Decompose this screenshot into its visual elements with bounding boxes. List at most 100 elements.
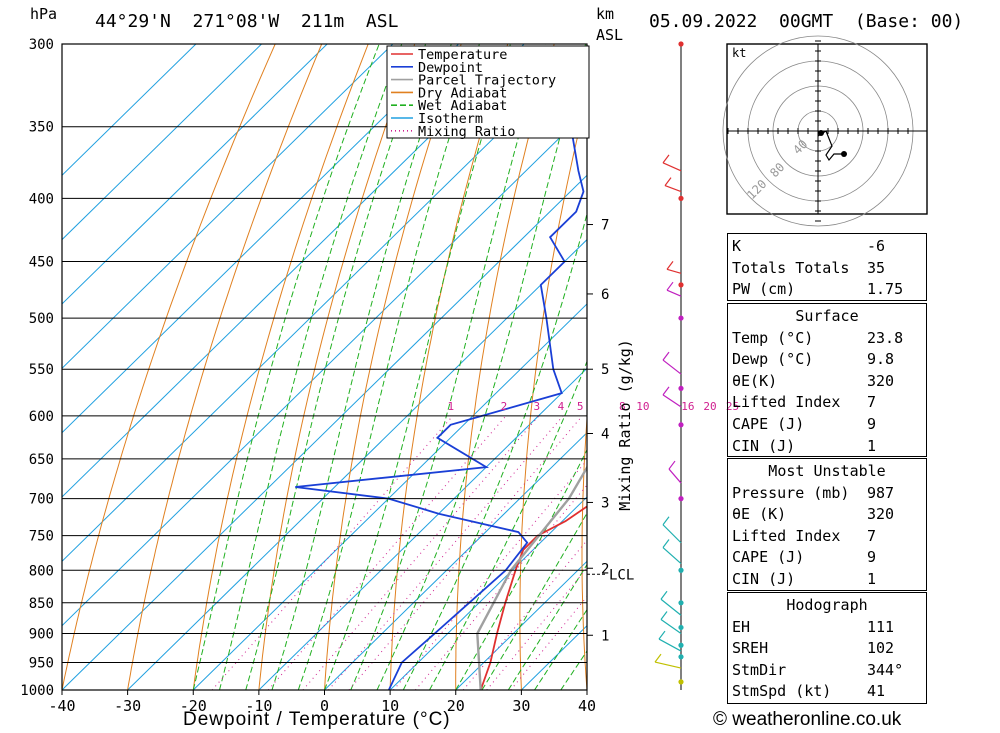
hodograph-trace xyxy=(817,130,844,162)
pressure-tick-label: 350 xyxy=(29,120,54,136)
wind-level-dot xyxy=(678,385,684,391)
mixing-ratio-label: 4 xyxy=(558,400,565,413)
mixing-ratio-label: 16 xyxy=(681,400,694,413)
x-tick-label: 30 xyxy=(512,697,530,715)
copyright-footer[interactable]: © weatheronline.co.uk xyxy=(713,709,902,730)
x-tick-label: -40 xyxy=(48,697,75,715)
mixing-ratio-label: 25 xyxy=(726,400,739,413)
pressure-tick-label: 850 xyxy=(29,596,54,612)
pressure-tick-label: 650 xyxy=(29,452,54,468)
legend-entry: Temperature xyxy=(418,47,507,63)
wet-adiabat-line xyxy=(219,44,403,690)
wind-barb xyxy=(660,618,682,634)
pressure-tick-label: 300 xyxy=(29,37,54,53)
storm-motion-point xyxy=(841,151,847,157)
index-row: θE (K) 320 xyxy=(732,505,895,524)
dry-adiabat-line xyxy=(581,412,587,690)
mixing-ratio-label: 8 xyxy=(619,400,626,413)
isotherm-line xyxy=(324,431,587,690)
wind-barb xyxy=(658,638,682,652)
hodograph-unit: kt xyxy=(732,46,746,60)
pressure-tick-label: 450 xyxy=(29,255,54,271)
unit-km: km xyxy=(596,5,615,23)
index-row: Lifted Index 7 xyxy=(732,526,877,545)
location-title: 44°29'N 271°08'W 211m ASL xyxy=(95,11,399,32)
surface-title: Surface xyxy=(795,307,859,325)
wet-adiabat-line xyxy=(192,44,380,690)
wind-barb xyxy=(666,268,682,274)
isotherm-line xyxy=(62,45,587,563)
isotherm-line xyxy=(62,174,587,690)
legend-entry: Dry Adiabat xyxy=(418,85,507,101)
x-tick-label: 0 xyxy=(320,697,329,715)
km-tick-label: 6 xyxy=(601,287,609,303)
parcel-trajectory-line xyxy=(476,465,587,690)
wind-barb xyxy=(668,468,682,484)
index-row: StmSpd (kt) 41 xyxy=(732,682,886,701)
wind-level-dot xyxy=(678,642,684,648)
index-row: Lifted Index 7 xyxy=(732,393,877,412)
mixing-ratio-label: 10 xyxy=(636,400,649,413)
wet-adiabat-line xyxy=(324,44,511,690)
hodograph-frame xyxy=(726,43,928,215)
mixing-ratio-line xyxy=(302,415,540,690)
wind-barb xyxy=(666,281,674,291)
indices-box-1: K -6 Totals Totals 35 PW (cm) 1.75 xyxy=(727,233,927,301)
x-tick-label: 20 xyxy=(447,697,465,715)
x-tick-label: 10 xyxy=(381,697,399,715)
pressure-tick-label: 900 xyxy=(29,626,54,642)
dewpoint-line xyxy=(295,82,587,690)
km-tick-label: 5 xyxy=(601,362,609,378)
index-row: CIN (J) 1 xyxy=(732,436,877,455)
hodograph-box: Hodograph EH 111 SREH 102 StmDir 344° StmSp… xyxy=(727,592,927,704)
dry-adiabat-line xyxy=(642,44,694,690)
index-row: CAPE (J) 9 xyxy=(732,548,877,567)
isotherm-line xyxy=(455,560,587,690)
legend-entry: Isotherm xyxy=(418,111,483,127)
wind-barb xyxy=(660,611,668,620)
wind-barb xyxy=(662,524,682,544)
wind-barb xyxy=(654,661,682,669)
wind-barb xyxy=(662,394,682,408)
dry-adiabat-line xyxy=(389,44,509,690)
wind-barb xyxy=(662,351,670,361)
datetime-title: 05.09.2022 00GMT (Base: 00) xyxy=(649,11,964,32)
mixing-ratio-line xyxy=(211,415,454,690)
index-row: SREH 102 xyxy=(732,639,895,658)
pressure-tick-label: 800 xyxy=(29,563,54,579)
km-tick-label: 7 xyxy=(601,218,609,234)
wind-level-dot xyxy=(678,496,684,502)
mixing-ratio-label: 20 xyxy=(703,400,716,413)
wind-barb xyxy=(662,547,682,564)
index-row: K -6 xyxy=(732,237,886,255)
wind-level-dot xyxy=(678,624,684,631)
wind-barb xyxy=(662,154,670,164)
pressure-tick-label: 700 xyxy=(29,492,54,508)
wet-adiabat-line xyxy=(429,360,587,690)
hodograph-title: Hodograph xyxy=(786,596,868,614)
index-row: Dewp (°C) 9.8 xyxy=(732,350,895,369)
mixing-ratio-label: 1 xyxy=(447,400,454,413)
index-row: CAPE (J) 9 xyxy=(732,414,877,433)
pressure-tick-label: 400 xyxy=(29,191,54,207)
legend-entry: Dewpoint xyxy=(418,60,483,76)
wind-barb xyxy=(662,539,670,548)
mixing-ratio-label: 2 xyxy=(501,400,508,413)
wet-adiabat-line xyxy=(245,44,427,690)
wind-barb xyxy=(668,460,676,470)
index-row: Temp (°C) 23.8 xyxy=(732,328,904,347)
wind-level-dot xyxy=(678,567,684,573)
mixing-ratio-axis-label: Mixing Ratio (g/kg) xyxy=(616,339,634,511)
wind-level-dot xyxy=(678,282,684,288)
x-tick-label: -30 xyxy=(114,697,141,715)
legend-entry: Mixing Ratio xyxy=(418,124,516,140)
wind-barb xyxy=(662,516,670,526)
x-tick-label: -10 xyxy=(245,697,272,715)
km-tick-label: 1 xyxy=(601,628,609,644)
wind-level-dot xyxy=(678,41,684,47)
legend-entry: Wet Adiabat xyxy=(418,98,507,114)
dry-adiabat-line xyxy=(455,44,555,690)
dry-adiabat-line xyxy=(192,44,369,690)
pressure-tick-label: 950 xyxy=(29,655,54,671)
